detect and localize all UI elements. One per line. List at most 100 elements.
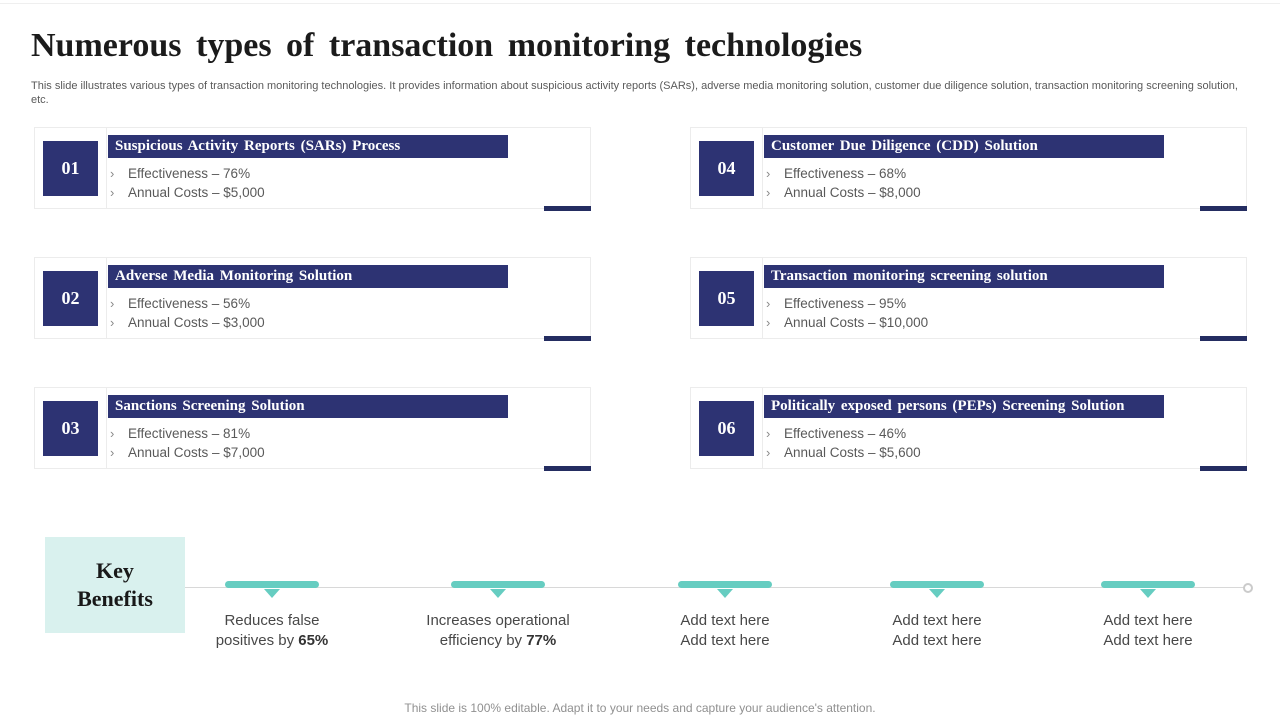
tech-card-03: 03 Sanctions Screening Solution › Effect…: [34, 387, 591, 471]
bullet-text: Annual Costs – $5,000: [128, 185, 265, 200]
triangle-down-icon: [490, 589, 506, 598]
bullet-line: › Effectiveness – 81%: [109, 424, 265, 443]
card-bullets: › Effectiveness – 68% › Annual Costs – $…: [765, 164, 921, 202]
benefit-line2: Add text here: [1103, 631, 1193, 649]
card-title-bar: Suspicious Activity Reports (SARs) Proce…: [108, 135, 508, 158]
bullet-text: Annual Costs – $5,600: [784, 445, 921, 460]
bullet-text: Annual Costs – $8,000: [784, 185, 921, 200]
key-benefits-label-line2: Benefits: [77, 586, 153, 611]
benefit-line1: Add text here: [1103, 612, 1193, 629]
benefit-line1: Reduces false: [224, 612, 320, 629]
card-number-badge: 01: [43, 141, 98, 196]
timeline-bar-5: [1101, 581, 1195, 588]
triangle-down-icon: [929, 589, 945, 598]
card-title-bar: Customer Due Diligence (CDD) Solution: [764, 135, 1164, 158]
bullet-text: Effectiveness – 81%: [128, 426, 251, 441]
bullet-line: › Annual Costs – $8,000: [765, 183, 921, 202]
benefit-line2: positives by 65%: [215, 631, 329, 649]
card-accent-dash: [544, 336, 591, 341]
card-number-badge: 02: [43, 271, 98, 326]
chevron-bullet-icon: ›: [110, 296, 115, 311]
card-title-bar: Adverse Media Monitoring Solution: [108, 265, 508, 288]
card-number-zone: 01: [35, 128, 107, 208]
card-title-bar: Sanctions Screening Solution: [108, 395, 508, 418]
card-number-zone: 02: [35, 258, 107, 338]
card-title-bar: Transaction monitoring screening solutio…: [764, 265, 1164, 288]
chevron-bullet-icon: ›: [766, 185, 771, 200]
triangle-down-icon: [1140, 589, 1156, 598]
top-border-line: [0, 3, 1280, 4]
card-number-badge: 04: [699, 141, 754, 196]
chevron-bullet-icon: ›: [766, 445, 771, 460]
bullet-line: › Effectiveness – 56%: [109, 294, 265, 313]
timeline-bar-4: [890, 581, 984, 588]
chevron-bullet-icon: ›: [766, 315, 771, 330]
tech-card-02: 02 Adverse Media Monitoring Solution › E…: [34, 257, 591, 341]
triangle-down-icon: [717, 589, 733, 598]
tech-card-04: 04 Customer Due Diligence (CDD) Solution…: [690, 127, 1247, 211]
timeline-bar-1: [225, 581, 319, 588]
footer-note: This slide is 100% editable. Adapt it to…: [404, 701, 876, 715]
chevron-bullet-icon: ›: [110, 445, 115, 460]
bullet-text: Annual Costs – $3,000: [128, 315, 265, 330]
benefit-line2: efficiency by 77%: [439, 631, 557, 649]
bullet-line: › Effectiveness – 46%: [765, 424, 921, 443]
timeline-bar-2: [451, 581, 545, 588]
card-bullets: › Effectiveness – 81% › Annual Costs – $…: [109, 424, 265, 462]
chevron-bullet-icon: ›: [766, 296, 771, 311]
card-number-badge: 06: [699, 401, 754, 456]
page-title: Numerous types of transaction monitoring…: [31, 27, 863, 64]
card-number-zone: 05: [691, 258, 763, 338]
timeline-endcap-circle-icon: [1243, 583, 1253, 593]
benefit-line1: Increases operational: [426, 612, 570, 629]
benefit-text-4-placeholder[interactable]: Add text here Add text here: [842, 611, 1032, 650]
bullet-text: Effectiveness – 68%: [784, 166, 907, 181]
card-bullets: › Effectiveness – 56% › Annual Costs – $…: [109, 294, 265, 332]
card-accent-dash: [544, 466, 591, 471]
card-accent-dash: [1200, 206, 1247, 211]
tech-card-06: 06 Politically exposed persons (PEPs) Sc…: [690, 387, 1247, 471]
chevron-bullet-icon: ›: [110, 185, 115, 200]
card-bullets: › Effectiveness – 46% › Annual Costs – $…: [765, 424, 921, 462]
chevron-bullet-icon: ›: [110, 315, 115, 330]
card-number-badge: 05: [699, 271, 754, 326]
slide-subtitle: This slide illustrates various types of …: [31, 80, 1238, 106]
card-number-zone: 04: [691, 128, 763, 208]
benefit-line2: Add text here: [680, 631, 770, 649]
tech-card-01: 01 Suspicious Activity Reports (SARs) Pr…: [34, 127, 591, 211]
card-accent-dash: [1200, 466, 1247, 471]
key-benefits-label-box: Key Benefits: [45, 537, 185, 633]
bullet-line: › Annual Costs – $3,000: [109, 313, 265, 332]
tech-card-05: 05 Transaction monitoring screening solu…: [690, 257, 1247, 341]
chevron-bullet-icon: ›: [766, 166, 771, 181]
card-number-zone: 03: [35, 388, 107, 468]
triangle-down-icon: [264, 589, 280, 598]
key-benefits-label-line1: Key: [96, 558, 134, 583]
bullet-line: › Effectiveness – 68%: [765, 164, 921, 183]
card-bullets: › Effectiveness – 76% › Annual Costs – $…: [109, 164, 265, 202]
benefit-text-1: Reduces false positives by 65%: [177, 611, 367, 650]
card-accent-dash: [1200, 336, 1247, 341]
bullet-text: Effectiveness – 76%: [128, 166, 251, 181]
chevron-bullet-icon: ›: [110, 166, 115, 181]
chevron-bullet-icon: ›: [110, 426, 115, 441]
bullet-text: Effectiveness – 46%: [784, 426, 907, 441]
bullet-text: Annual Costs – $10,000: [784, 315, 929, 330]
benefit-line1: Add text here: [892, 612, 982, 629]
bullet-text: Effectiveness – 95%: [784, 296, 907, 311]
benefit-line2: Add text here: [892, 631, 982, 649]
bullet-line: › Effectiveness – 76%: [109, 164, 265, 183]
bullet-text: Annual Costs – $7,000: [128, 445, 265, 460]
bullet-line: › Annual Costs – $7,000: [109, 443, 265, 462]
card-bullets: › Effectiveness – 95% › Annual Costs – $…: [765, 294, 928, 332]
benefit-text-3-placeholder[interactable]: Add text here Add text here: [630, 611, 820, 650]
bullet-line: › Annual Costs – $5,600: [765, 443, 921, 462]
card-accent-dash: [544, 206, 591, 211]
benefit-text-2: Increases operational efficiency by 77%: [403, 611, 593, 650]
benefit-line1: Add text here: [680, 612, 770, 629]
benefit-text-5-placeholder[interactable]: Add text here Add text here: [1053, 611, 1243, 650]
bullet-text: Effectiveness – 56%: [128, 296, 251, 311]
card-number-badge: 03: [43, 401, 98, 456]
card-number-zone: 06: [691, 388, 763, 468]
